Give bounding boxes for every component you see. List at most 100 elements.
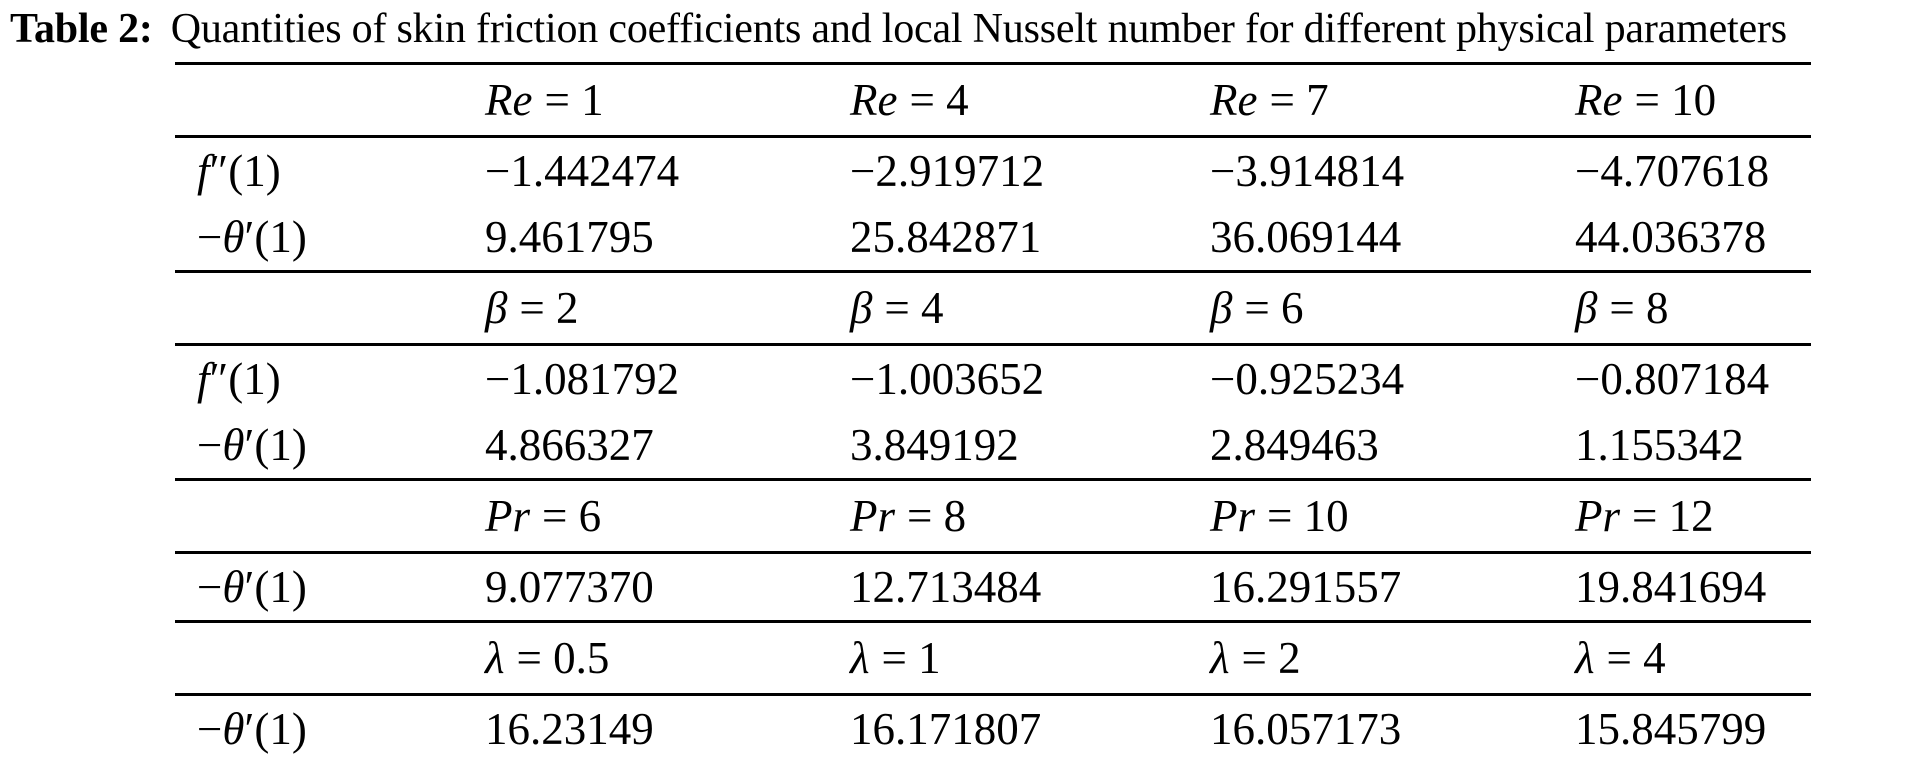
value-cell: 9.461795 — [485, 212, 654, 262]
param-eq: = 10 — [1267, 491, 1349, 541]
table-caption-label: Table 2: — [10, 6, 153, 52]
table-caption: Table 2: Quantities of skin friction coef… — [10, 0, 1787, 58]
value-cell: 19.841694 — [1575, 562, 1767, 612]
param-eq: = 6 — [1244, 283, 1304, 333]
value-cell: 16.23149 — [485, 694, 850, 759]
value-cell: 15.845799 — [1575, 694, 1811, 759]
row-label-arg: (1) — [254, 562, 307, 612]
param-eq: = 6 — [542, 491, 602, 541]
value-cell: 44.036378 — [1575, 212, 1767, 262]
value-cell: −1.442474 — [485, 146, 680, 196]
row-label-cell: −θ′(1) — [175, 694, 485, 759]
param-header-cell: Re = 1 — [485, 62, 850, 138]
value-cell: 1.155342 — [1575, 420, 1744, 470]
param-eq: = 8 — [1609, 283, 1669, 333]
row-label-prime: ″ — [209, 354, 229, 404]
row-label-arg: (1) — [228, 354, 281, 404]
table-row-skin-friction: f″(1) −1.081792 −1.003652 −0.925234 −0.8… — [175, 345, 1811, 413]
row-label-prime: ′ — [244, 562, 255, 612]
param-header-row-beta: β = 2 β = 4 β = 6 β = 8 — [175, 270, 1811, 346]
row-label-symbol: θ — [222, 704, 245, 754]
param-symbol: Pr — [850, 491, 895, 541]
param-header-cell: Re = 7 — [1210, 62, 1575, 138]
table-caption-text: Quantities of skin friction coefficients… — [170, 6, 1787, 52]
value-cell: −0.925234 — [1210, 354, 1405, 404]
param-symbol: Re — [850, 75, 898, 125]
row-label-cell: −θ′(1) — [175, 204, 485, 272]
value-cell: 3.849192 — [850, 420, 1019, 470]
param-symbol: β — [1210, 283, 1233, 333]
row-label-neg: − — [197, 212, 223, 262]
value-cell: −1.003652 — [850, 354, 1045, 404]
param-symbol: Re — [485, 75, 533, 125]
value-cell: −4.707618 — [1575, 146, 1770, 196]
param-header-cell: λ = 2 — [1210, 620, 1575, 696]
param-header-row-re: Re = 1 Re = 4 Re = 7 Re = 10 — [175, 62, 1811, 138]
param-eq: = 4 — [909, 75, 969, 125]
param-header-cell: β = 6 — [1210, 270, 1575, 346]
param-symbol: λ — [485, 633, 505, 683]
value-cell: −0.807184 — [1575, 354, 1770, 404]
value-cell: 25.842871 — [850, 212, 1042, 262]
param-symbol: λ — [1575, 633, 1595, 683]
row-label-cell: f″(1) — [175, 137, 485, 205]
param-header-row-pr: Pr = 6 Pr = 8 Pr = 10 Pr = 12 — [175, 478, 1811, 554]
table-row-nusselt: −θ′(1) 9.077370 12.713484 16.291557 19.8… — [175, 553, 1811, 622]
param-header-cell: β = 4 — [850, 270, 1210, 346]
table-row-nusselt: −θ′(1) 16.23149 16.171807 16.057173 15.8… — [175, 694, 1811, 759]
row-label-symbol: f — [197, 146, 210, 196]
row-label-symbol: θ — [222, 212, 245, 262]
param-symbol: λ — [850, 633, 870, 683]
value-cell: 4.866327 — [485, 420, 654, 470]
row-label-prime: ″ — [209, 146, 229, 196]
param-eq: = 1 — [881, 633, 941, 683]
param-eq: = 2 — [519, 283, 579, 333]
param-eq: = 8 — [907, 491, 967, 541]
row-label-cell: f″(1) — [175, 345, 485, 413]
param-header-cell: β = 8 — [1575, 270, 1811, 346]
param-header-cell: Re = 10 — [1575, 62, 1811, 138]
param-header-cell: Pr = 10 — [1210, 478, 1575, 554]
param-symbol: Pr — [1575, 491, 1620, 541]
row-label-cell: −θ′(1) — [175, 412, 485, 480]
row-label-arg: (1) — [254, 212, 307, 262]
value-cell: 9.077370 — [485, 562, 654, 612]
row-label-neg: − — [197, 704, 223, 754]
param-eq: = 1 — [544, 75, 604, 125]
row-label-prime: ′ — [244, 420, 255, 470]
param-eq: = 12 — [1632, 491, 1714, 541]
table-row-nusselt: −θ′(1) 9.461795 25.842871 36.069144 44.0… — [175, 204, 1811, 272]
param-symbol: β — [1575, 283, 1598, 333]
param-header-cell: λ = 4 — [1575, 620, 1811, 696]
value-cell: −3.914814 — [1210, 146, 1405, 196]
row-label-neg: − — [197, 562, 223, 612]
param-symbol: Pr — [1210, 491, 1255, 541]
row-label-prime: ′ — [244, 704, 255, 754]
param-header-cell: β = 2 — [485, 270, 850, 346]
param-header-cell: Re = 4 — [850, 62, 1210, 138]
param-symbol: β — [850, 283, 873, 333]
row-label-arg: (1) — [228, 146, 281, 196]
table-row-skin-friction: f″(1) −1.442474 −2.919712 −3.914814 −4.7… — [175, 137, 1811, 205]
row-label-cell: −θ′(1) — [175, 553, 485, 622]
param-eq: = 2 — [1241, 633, 1301, 683]
param-header-cell: λ = 0.5 — [485, 620, 850, 696]
row-label-symbol: θ — [222, 562, 245, 612]
param-header-cell: Pr = 8 — [850, 478, 1210, 554]
row-label-symbol: θ — [222, 420, 245, 470]
param-eq: = 0.5 — [516, 633, 610, 683]
value-cell: 2.849463 — [1210, 420, 1379, 470]
row-label-arg: (1) — [254, 420, 307, 470]
value-cell: 12.713484 — [850, 562, 1042, 612]
param-eq: = 4 — [884, 283, 944, 333]
param-symbol: λ — [1210, 633, 1230, 683]
param-header-cell: Pr = 6 — [485, 478, 850, 554]
empty-header-cell — [175, 620, 485, 696]
param-eq: = 4 — [1606, 633, 1666, 683]
param-header-row-lambda: λ = 0.5 λ = 1 λ = 2 λ = 4 — [175, 620, 1811, 696]
param-symbol: Pr — [485, 491, 530, 541]
value-cell: 36.069144 — [1210, 212, 1402, 262]
param-eq: = 10 — [1634, 75, 1717, 125]
value-cell: 16.171807 — [850, 694, 1210, 759]
